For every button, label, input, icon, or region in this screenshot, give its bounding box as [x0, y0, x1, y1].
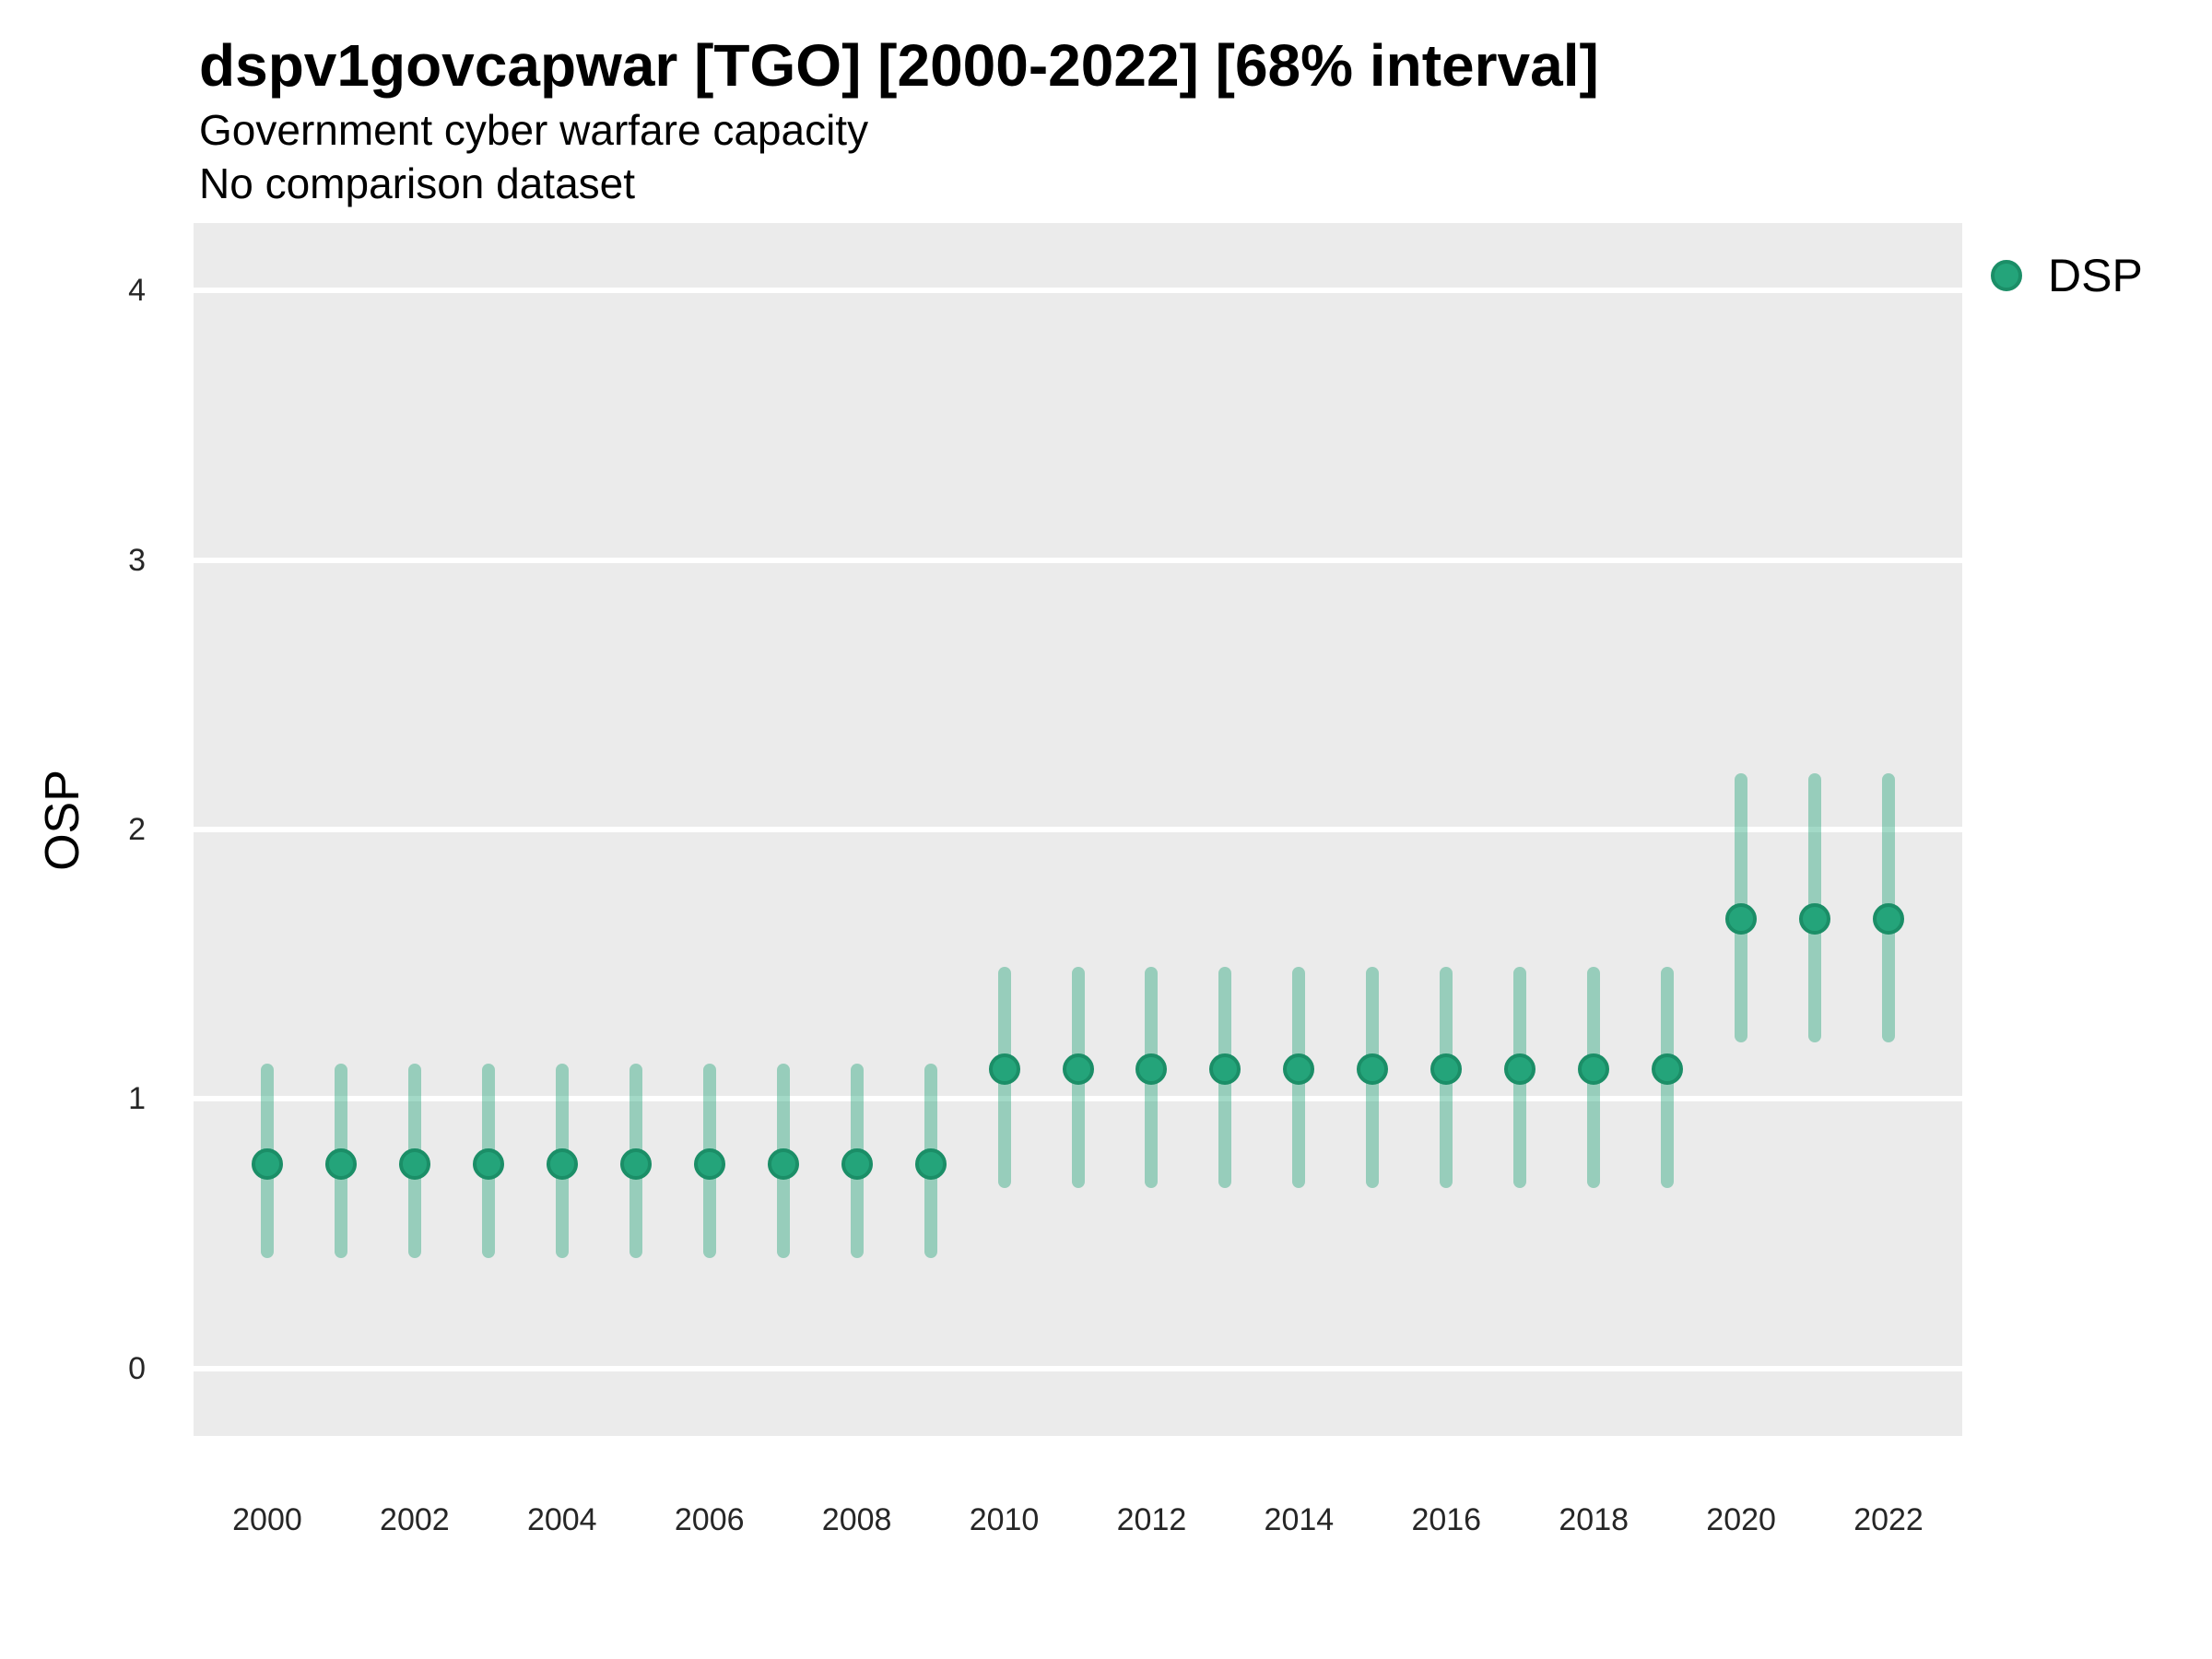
x-tick-label-2004: 2004: [526, 1502, 597, 1537]
data-point-2001: [324, 1147, 357, 1180]
x-tick-label-2016: 2016: [1411, 1502, 1482, 1537]
y-tick-label-2: 2: [128, 812, 146, 847]
y-tick-label-0: 0: [128, 1350, 146, 1386]
data-point-2003: [472, 1147, 504, 1180]
data-point-2005: [619, 1147, 652, 1180]
data-point-2012: [1135, 1053, 1168, 1086]
data-point-2021: [1799, 902, 1831, 935]
chart-subtitle-line1: Government cyber warfare capacity: [199, 106, 869, 154]
legend-point-marker-icon: [1991, 260, 2022, 291]
y-tick-label-4: 4: [128, 273, 146, 309]
data-point-2011: [1062, 1053, 1094, 1086]
data-point-2016: [1430, 1053, 1463, 1086]
gridline-y-4: [194, 288, 1962, 294]
gridline-y-1: [194, 1096, 1962, 1102]
gridline-y-3: [194, 557, 1962, 563]
data-point-2017: [1504, 1053, 1536, 1086]
data-point-2009: [914, 1147, 947, 1180]
data-point-2010: [988, 1053, 1020, 1086]
x-tick-label-2014: 2014: [1264, 1502, 1335, 1537]
data-point-2004: [546, 1147, 578, 1180]
data-point-2013: [1209, 1053, 1241, 1086]
data-point-2014: [1283, 1053, 1315, 1086]
x-tick-label-2000: 2000: [232, 1502, 302, 1537]
gridline-y-2: [194, 827, 1962, 832]
x-tick-label-2002: 2002: [380, 1502, 450, 1537]
x-tick-label-2006: 2006: [674, 1502, 745, 1537]
data-point-2000: [251, 1147, 283, 1180]
legend-label: DSP: [2048, 250, 2143, 301]
data-point-2015: [1357, 1053, 1389, 1086]
x-tick-label-2018: 2018: [1559, 1502, 1630, 1537]
data-point-2018: [1578, 1053, 1610, 1086]
y-tick-label-3: 3: [128, 542, 146, 578]
x-tick-label-2010: 2010: [969, 1502, 1040, 1537]
gridline-y-0: [194, 1365, 1962, 1371]
x-tick-label-2022: 2022: [1853, 1502, 1924, 1537]
plot-panel: [194, 223, 1962, 1436]
y-tick-label-1: 1: [128, 1081, 146, 1117]
data-point-2020: [1725, 902, 1758, 935]
data-point-2022: [1873, 902, 1905, 935]
data-point-2019: [1652, 1053, 1684, 1086]
data-point-2008: [841, 1147, 873, 1180]
x-tick-label-2020: 2020: [1706, 1502, 1776, 1537]
data-point-2007: [767, 1147, 799, 1180]
chart-title: dspv1govcapwar [TGO] [2000-2022] [68% in…: [199, 32, 1599, 99]
legend: DSP: [1991, 249, 2143, 302]
x-tick-label-2008: 2008: [821, 1502, 892, 1537]
x-tick-label-2012: 2012: [1116, 1502, 1187, 1537]
data-point-2006: [693, 1147, 725, 1180]
chart-subtitle-line2: No comparison dataset: [199, 159, 636, 207]
data-point-2002: [398, 1147, 430, 1180]
